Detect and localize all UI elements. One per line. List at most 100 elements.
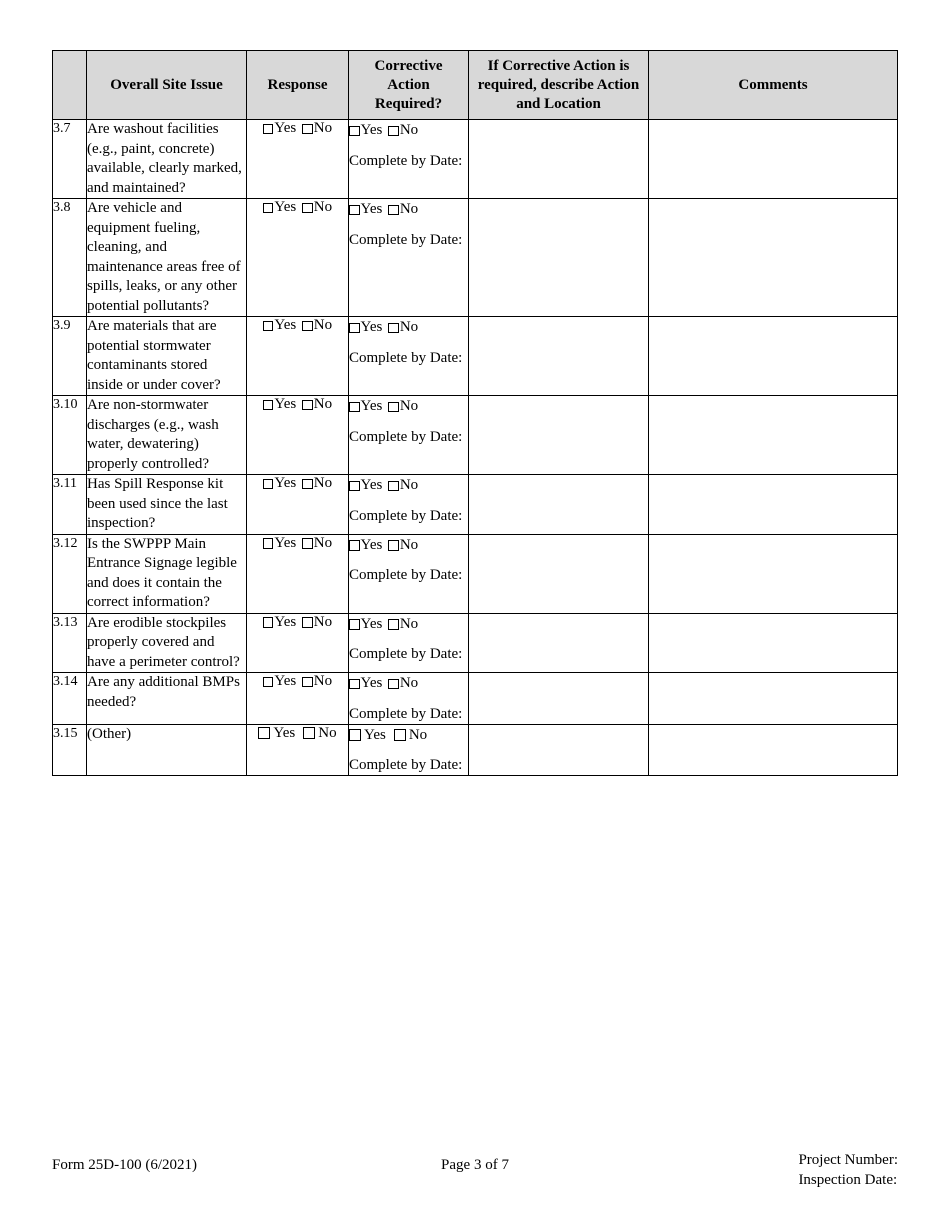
table-row: 3.13Are erodible stockpiles properly cov…: [53, 613, 898, 673]
table-row: 3.7Are washout facilities (e.g., paint, …: [53, 120, 898, 199]
row-comments[interactable]: [649, 673, 898, 725]
yes-label: Yes: [361, 537, 383, 553]
complete-by-date-label: Complete by Date:: [349, 565, 468, 585]
corrective-no-checkbox[interactable]: [388, 402, 399, 413]
response-yes-checkbox[interactable]: [263, 677, 274, 688]
row-comments[interactable]: [649, 534, 898, 613]
row-number: 3.11: [53, 475, 87, 535]
row-corrective: YesNoComplete by Date:: [349, 673, 469, 725]
table-row: 3.9Are materials that are potential stor…: [53, 317, 898, 396]
row-number: 3.10: [53, 396, 87, 475]
corrective-no-checkbox[interactable]: [388, 481, 399, 492]
row-issue: Are any additional BMPs needed?: [87, 673, 247, 725]
response-yes-checkbox[interactable]: [263, 617, 274, 628]
no-label: No: [314, 475, 332, 491]
no-label: No: [400, 319, 418, 335]
corrective-yes-checkbox[interactable]: [349, 729, 361, 741]
corrective-no-checkbox[interactable]: [394, 729, 406, 741]
no-label: No: [314, 199, 332, 215]
row-describe[interactable]: [469, 317, 649, 396]
response-yes-checkbox[interactable]: [258, 727, 270, 739]
row-corrective: YesNoComplete by Date:: [349, 534, 469, 613]
yes-label: Yes: [361, 675, 383, 691]
corrective-yes-checkbox[interactable]: [349, 481, 360, 492]
response-yes-checkbox[interactable]: [263, 538, 274, 549]
corrective-yes-checkbox[interactable]: [349, 619, 360, 630]
response-yes-checkbox[interactable]: [263, 321, 274, 332]
row-number: 3.12: [53, 534, 87, 613]
corrective-yes-checkbox[interactable]: [349, 402, 360, 413]
response-no-checkbox[interactable]: [302, 677, 313, 688]
yes-label: Yes: [361, 201, 383, 217]
footer-project-number: Project Number:: [798, 1151, 898, 1171]
row-describe[interactable]: [469, 673, 649, 725]
row-corrective: YesNoComplete by Date:: [349, 475, 469, 535]
yes-label: Yes: [361, 616, 383, 632]
corrective-yes-checkbox[interactable]: [349, 540, 360, 551]
yes-label: Yes: [274, 475, 296, 491]
no-label: No: [400, 201, 418, 217]
row-comments[interactable]: [649, 120, 898, 199]
response-no-checkbox[interactable]: [302, 538, 313, 549]
corrective-no-checkbox[interactable]: [388, 126, 399, 137]
response-yes-checkbox[interactable]: [263, 400, 274, 411]
row-comments[interactable]: [649, 317, 898, 396]
no-label: No: [400, 122, 418, 138]
table-header: Overall Site Issue Response Corrective A…: [53, 51, 898, 120]
row-comments[interactable]: [649, 724, 898, 776]
row-number: 3.13: [53, 613, 87, 673]
response-no-checkbox[interactable]: [303, 727, 315, 739]
no-label: No: [314, 673, 332, 689]
header-issue: Overall Site Issue: [87, 51, 247, 120]
row-number: 3.15: [53, 724, 87, 776]
corrective-no-checkbox[interactable]: [388, 619, 399, 630]
yes-label: Yes: [361, 398, 383, 414]
row-comments[interactable]: [649, 475, 898, 535]
row-describe[interactable]: [469, 475, 649, 535]
response-no-checkbox[interactable]: [302, 321, 313, 332]
response-no-checkbox[interactable]: [302, 479, 313, 490]
corrective-yes-checkbox[interactable]: [349, 679, 360, 690]
yes-label: Yes: [273, 725, 295, 741]
row-number: 3.9: [53, 317, 87, 396]
no-label: No: [314, 317, 332, 333]
row-describe[interactable]: [469, 199, 649, 317]
complete-by-date-label: Complete by Date:: [349, 348, 468, 368]
row-corrective: YesNoComplete by Date:: [349, 613, 469, 673]
yes-label: Yes: [274, 317, 296, 333]
corrective-yes-checkbox[interactable]: [349, 126, 360, 137]
response-no-checkbox[interactable]: [302, 124, 313, 135]
table-body: 3.7Are washout facilities (e.g., paint, …: [53, 120, 898, 776]
corrective-no-checkbox[interactable]: [388, 679, 399, 690]
yes-label: Yes: [361, 319, 383, 335]
row-comments[interactable]: [649, 396, 898, 475]
row-describe[interactable]: [469, 120, 649, 199]
corrective-no-checkbox[interactable]: [388, 323, 399, 334]
row-comments[interactable]: [649, 199, 898, 317]
response-yes-checkbox[interactable]: [263, 203, 274, 214]
corrective-yes-checkbox[interactable]: [349, 323, 360, 334]
corrective-no-checkbox[interactable]: [388, 540, 399, 551]
response-no-checkbox[interactable]: [302, 203, 313, 214]
row-comments[interactable]: [649, 613, 898, 673]
row-corrective: YesNoComplete by Date:: [349, 199, 469, 317]
response-no-checkbox[interactable]: [302, 400, 313, 411]
row-describe[interactable]: [469, 534, 649, 613]
row-corrective: YesNoComplete by Date:: [349, 120, 469, 199]
row-number: 3.8: [53, 199, 87, 317]
no-label: No: [400, 477, 418, 493]
complete-by-date-label: Complete by Date:: [349, 151, 468, 171]
response-no-checkbox[interactable]: [302, 617, 313, 628]
corrective-no-checkbox[interactable]: [388, 205, 399, 216]
table-row: 3.15(Other)YesNoYesNoComplete by Date:: [53, 724, 898, 776]
response-yes-checkbox[interactable]: [263, 124, 274, 135]
response-yes-checkbox[interactable]: [263, 479, 274, 490]
row-describe[interactable]: [469, 396, 649, 475]
row-describe[interactable]: [469, 613, 649, 673]
yes-label: Yes: [274, 535, 296, 551]
yes-label: Yes: [274, 614, 296, 630]
corrective-yes-checkbox[interactable]: [349, 205, 360, 216]
row-response: YesNo: [247, 673, 349, 725]
header-describe: If Corrective Action is required, descri…: [469, 51, 649, 120]
row-describe[interactable]: [469, 724, 649, 776]
